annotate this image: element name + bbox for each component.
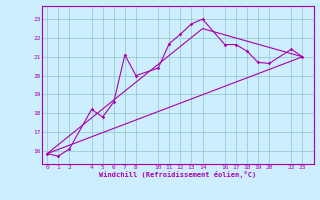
X-axis label: Windchill (Refroidissement éolien,°C): Windchill (Refroidissement éolien,°C) (99, 171, 256, 178)
